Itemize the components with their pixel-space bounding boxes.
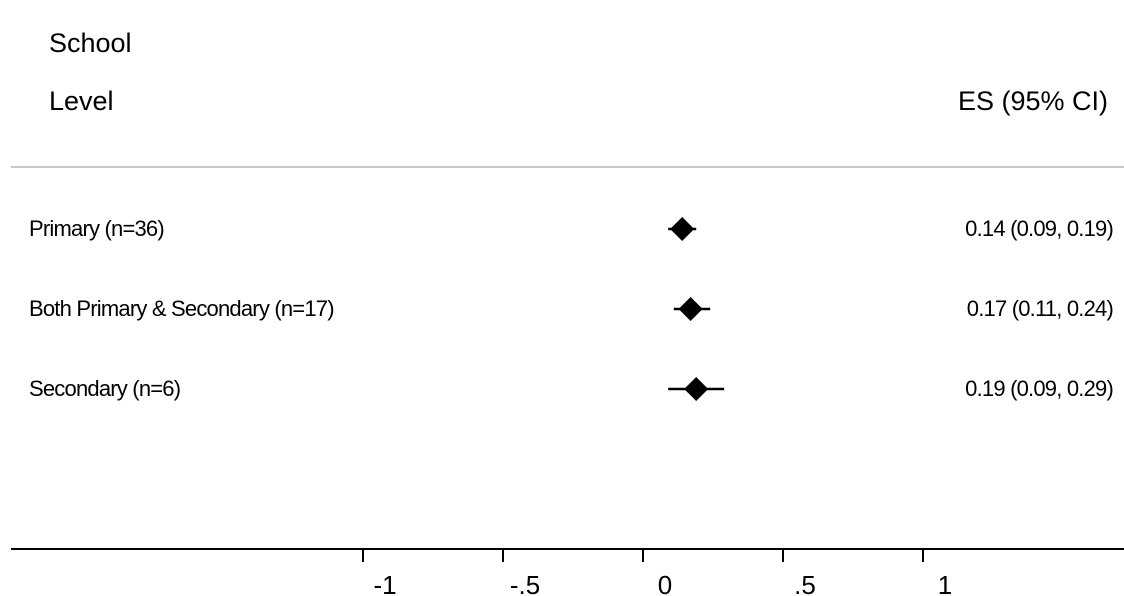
- x-tick-label: 0: [658, 570, 672, 596]
- effect-size-diamond: [684, 377, 709, 401]
- x-axis-ticks: -1 -.5 0 .5 1: [362, 549, 952, 596]
- column-title-level: Level: [49, 86, 114, 116]
- x-tick-label: -1: [373, 570, 396, 596]
- row-label-both: Both Primary & Secondary (n=17): [29, 296, 335, 321]
- estimate-column-title: ES (95% CI): [958, 86, 1109, 116]
- row-label-primary: Primary (n=36): [29, 216, 165, 241]
- row-value-both: 0.17 (0.11, 0.24): [966, 296, 1114, 321]
- effect-size-diamond: [670, 217, 695, 241]
- effect-size-diamond: [678, 297, 703, 321]
- row-value-secondary: 0.19 (0.09, 0.29): [965, 376, 1114, 401]
- row-value-primary: 0.14 (0.09, 0.19): [965, 216, 1114, 241]
- x-tick-label: .5: [794, 570, 816, 596]
- x-tick-label: -.5: [510, 570, 540, 596]
- forest-marks: [668, 217, 725, 401]
- column-title-school: School: [49, 28, 132, 58]
- x-tick-label: 1: [938, 570, 952, 596]
- row-label-secondary: Secondary (n=6): [29, 376, 181, 401]
